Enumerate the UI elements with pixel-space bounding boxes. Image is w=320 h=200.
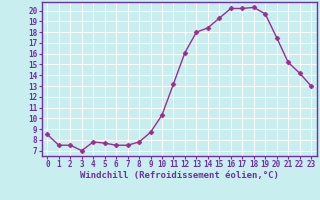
X-axis label: Windchill (Refroidissement éolien,°C): Windchill (Refroidissement éolien,°C) bbox=[80, 171, 279, 180]
